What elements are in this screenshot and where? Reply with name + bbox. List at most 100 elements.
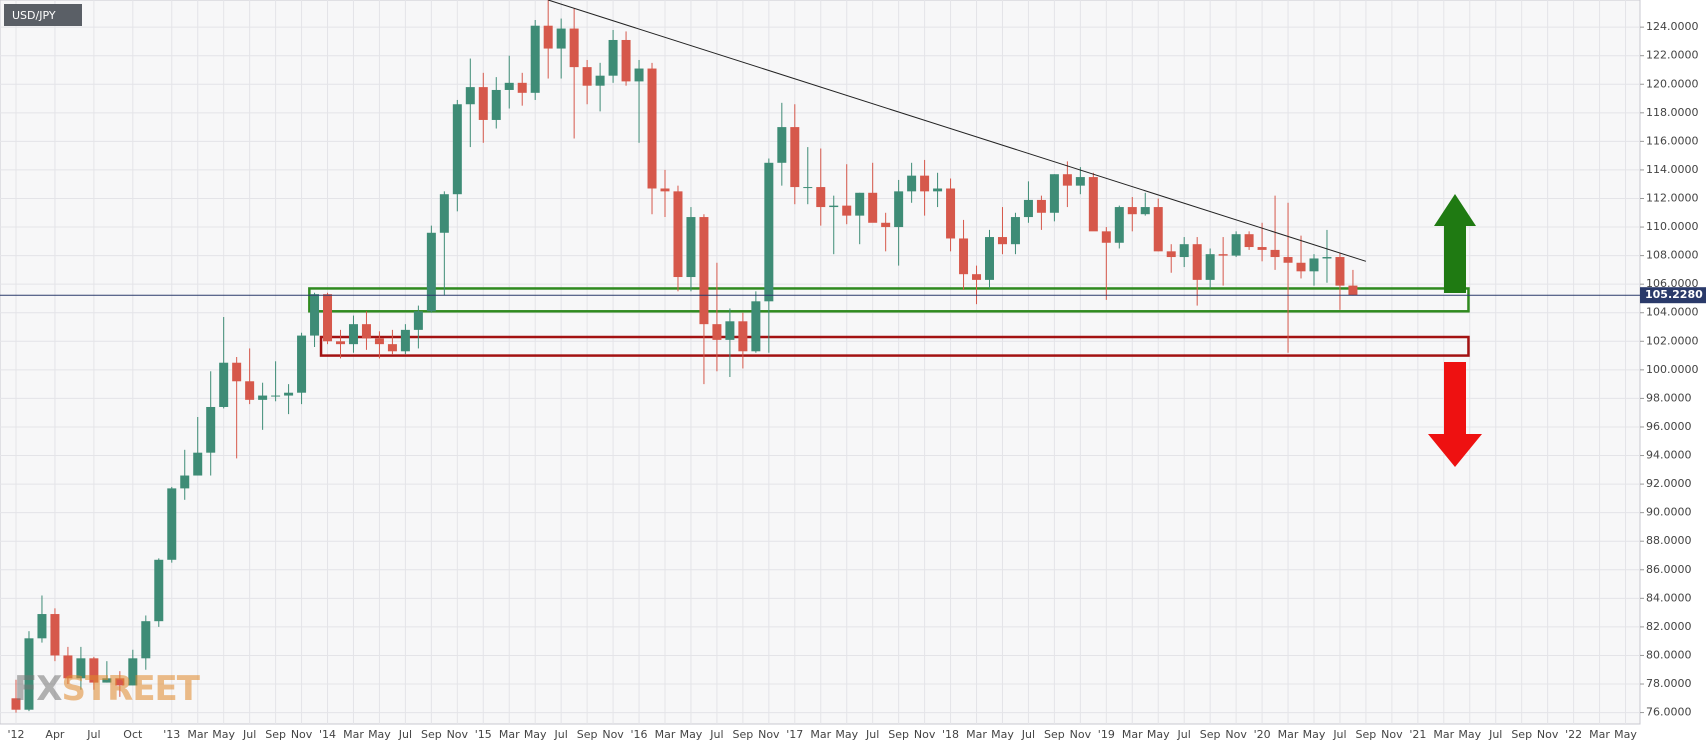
- zone: [319, 335, 1470, 357]
- candle-body: [232, 362, 242, 382]
- x-tick-label: '20: [1254, 728, 1271, 741]
- x-tick-label: Jul: [398, 728, 412, 741]
- x-tick-label: '12: [7, 728, 24, 741]
- y-tick-label: 112.0000: [1646, 191, 1699, 204]
- x-tick-label: Mar: [966, 728, 987, 741]
- candle-body: [1231, 234, 1241, 256]
- candle-body: [829, 205, 839, 208]
- x-tick-label: Jul: [1177, 728, 1191, 741]
- y-tick-label: 80.0000: [1646, 648, 1692, 661]
- candle-body: [374, 338, 384, 345]
- x-tick-label: '15: [475, 728, 492, 741]
- candle-body: [647, 68, 657, 189]
- x-tick-label: '16: [631, 728, 648, 741]
- candle-body: [738, 321, 748, 352]
- candle-body: [1153, 207, 1163, 252]
- candle-body: [764, 162, 774, 302]
- candle-body: [582, 67, 592, 86]
- candle-body: [1283, 257, 1293, 263]
- candle-body: [751, 301, 761, 352]
- x-tick-label: May: [680, 728, 703, 741]
- candle-body: [1114, 207, 1124, 243]
- candle-body: [933, 188, 943, 192]
- x-tick-label: Jul: [86, 728, 100, 741]
- candles: [11, 0, 1358, 713]
- x-tick-label: Nov: [914, 728, 936, 741]
- x-tick-label: Mar: [1278, 728, 1299, 741]
- y-tick-label: 122.0000: [1646, 49, 1699, 62]
- candle-body: [777, 127, 787, 163]
- x-tick-label: '21: [1409, 728, 1426, 741]
- candle-body: [894, 191, 904, 228]
- y-tick-label: 86.0000: [1646, 563, 1692, 576]
- candle-body: [1179, 244, 1189, 258]
- x-tick-label: Mar: [187, 728, 208, 741]
- candle-body: [426, 232, 436, 312]
- candle-body: [1309, 258, 1319, 272]
- candle-body: [1062, 174, 1072, 186]
- candle-body: [634, 68, 644, 82]
- x-tick-label: Nov: [758, 728, 780, 741]
- candle-body: [323, 294, 333, 342]
- y-tick-label: 78.0000: [1646, 677, 1692, 690]
- candle-body: [1140, 207, 1150, 215]
- chart-title: USD/JPY: [12, 9, 56, 22]
- x-tick-label: Nov: [602, 728, 624, 741]
- candle-body: [517, 82, 527, 93]
- x-tick-label: Mar: [810, 728, 831, 741]
- x-tick-label: Mar: [1122, 728, 1143, 741]
- candle-body: [946, 188, 956, 239]
- candle-body: [219, 362, 229, 407]
- y-tick-label: 82.0000: [1646, 620, 1692, 633]
- y-tick-label: 88.0000: [1646, 534, 1692, 547]
- candle-body: [608, 39, 618, 76]
- candle-body: [271, 395, 281, 397]
- y-tick-label: 114.0000: [1646, 163, 1699, 176]
- x-tick-label: May: [1614, 728, 1637, 741]
- x-tick-label: May: [1147, 728, 1170, 741]
- candle-body: [180, 475, 190, 489]
- watermark: FXSTREET: [14, 669, 201, 709]
- x-tick-label: Nov: [291, 728, 313, 741]
- candle-body: [1205, 254, 1215, 280]
- candle-body: [452, 104, 462, 195]
- candle-body: [478, 87, 488, 120]
- down-arrow: [1428, 362, 1482, 467]
- candle-body: [855, 192, 865, 216]
- x-tick-label: May: [1303, 728, 1326, 741]
- candle-body: [284, 392, 294, 396]
- candle-body: [258, 395, 268, 400]
- candle-body: [1075, 177, 1085, 186]
- candle-body: [102, 678, 112, 683]
- last-price-label: 105.2280: [1645, 288, 1703, 301]
- candle-body: [803, 187, 813, 189]
- x-tick-label: Jul: [1021, 728, 1035, 741]
- plot-area: [0, 0, 1641, 725]
- x-tick-label: Sep: [888, 728, 909, 741]
- y-tick-label: 94.0000: [1646, 449, 1692, 462]
- title-box: [4, 4, 82, 26]
- candle-body: [1049, 174, 1059, 213]
- x-tick-label: Apr: [45, 728, 65, 741]
- candle-body: [1088, 177, 1098, 232]
- y-tick-label: 120.0000: [1646, 77, 1699, 90]
- candle-body: [167, 488, 177, 560]
- x-tick-label: Sep: [1200, 728, 1221, 741]
- candle-body: [245, 381, 255, 400]
- y-tick-label: 84.0000: [1646, 591, 1692, 604]
- y-tick-label: 92.0000: [1646, 477, 1692, 490]
- candle-body: [997, 237, 1007, 245]
- x-tick-label: '18: [942, 728, 959, 741]
- y-tick-label: 90.0000: [1646, 506, 1692, 519]
- candle-body: [1166, 251, 1176, 258]
- candle-body: [413, 311, 423, 330]
- x-tick-label: Sep: [1356, 728, 1377, 741]
- candle-body: [972, 274, 982, 280]
- x-tick-label: Jul: [1332, 728, 1346, 741]
- candle-body: [1257, 247, 1267, 250]
- zones: [308, 287, 1470, 357]
- candle-body: [361, 324, 371, 339]
- candle-body: [1036, 199, 1046, 213]
- candle-body: [816, 187, 826, 208]
